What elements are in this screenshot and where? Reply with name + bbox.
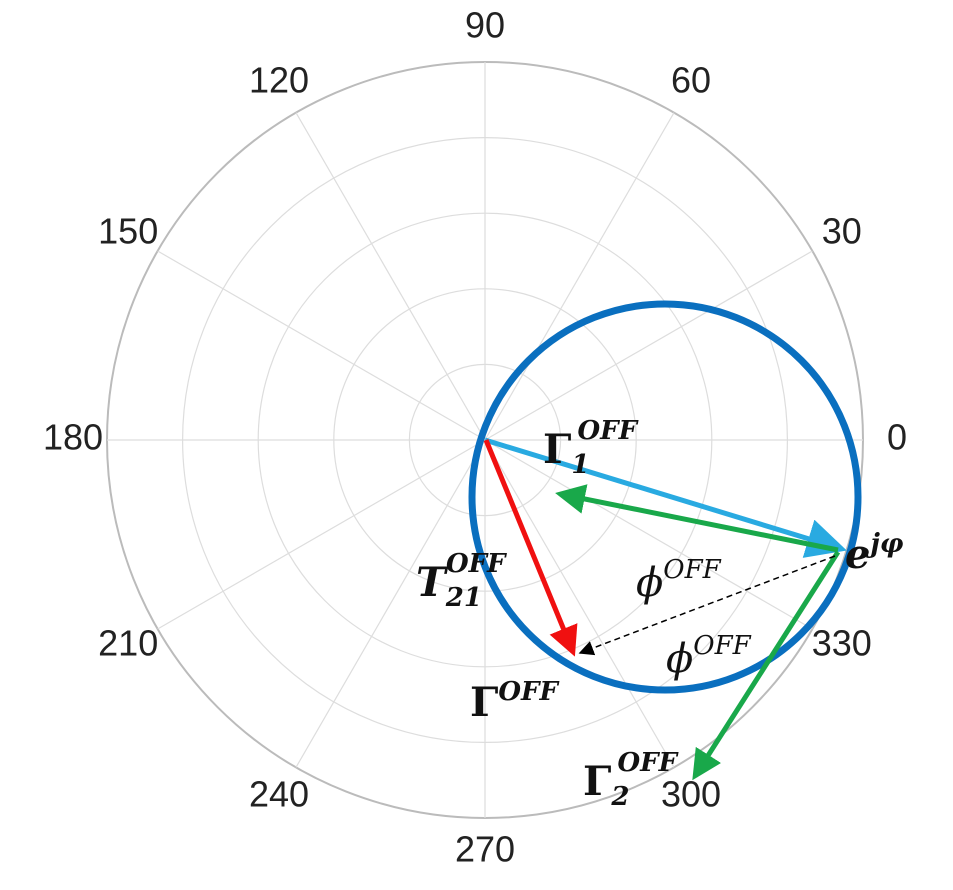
circle (468, 300, 862, 694)
angle-label: 0 (887, 417, 907, 458)
grid-spoke (295, 439, 486, 768)
angle-label: 60 (671, 60, 711, 101)
label-gamma2: Γ2OFF (583, 748, 679, 812)
label-phi-a: ϕOFF (636, 555, 722, 606)
angle-label: 300 (661, 773, 721, 814)
vector-gamma1-to-ejphi (484, 437, 847, 558)
label-ejphi: ejφ (845, 529, 904, 578)
angle-label: 180 (43, 417, 103, 458)
grid-spoke (484, 250, 813, 441)
angle-label: 240 (249, 773, 309, 814)
angle-label: 120 (249, 60, 309, 101)
angle-label: 330 (812, 623, 872, 664)
grid-spoke (484, 112, 675, 441)
polar-grid: 0 30 60 90 120 150 180 210 240 270 300 330 (43, 5, 907, 870)
angle-label: 150 (98, 211, 158, 252)
grid-spoke (484, 439, 675, 768)
grid-spoke (157, 439, 486, 630)
vector-t21 (483, 439, 578, 657)
label-gamma: ΓOFF (470, 677, 560, 726)
label-gamma1: Γ1OFF (543, 416, 639, 480)
vector-green-2 (692, 550, 841, 781)
vector-green-1 (555, 484, 839, 553)
angle-label: 90 (465, 5, 505, 46)
angle-label: 270 (455, 829, 515, 870)
label-t21: T21OFF (416, 549, 507, 613)
angle-label: 30 (822, 211, 862, 252)
angle-label: 210 (98, 623, 158, 664)
grid-spoke (295, 112, 486, 441)
grid-spoke (157, 250, 486, 441)
grid-spoke (484, 439, 813, 630)
label-phi-b: ϕOFF (666, 631, 752, 682)
dashed-line (578, 555, 836, 656)
